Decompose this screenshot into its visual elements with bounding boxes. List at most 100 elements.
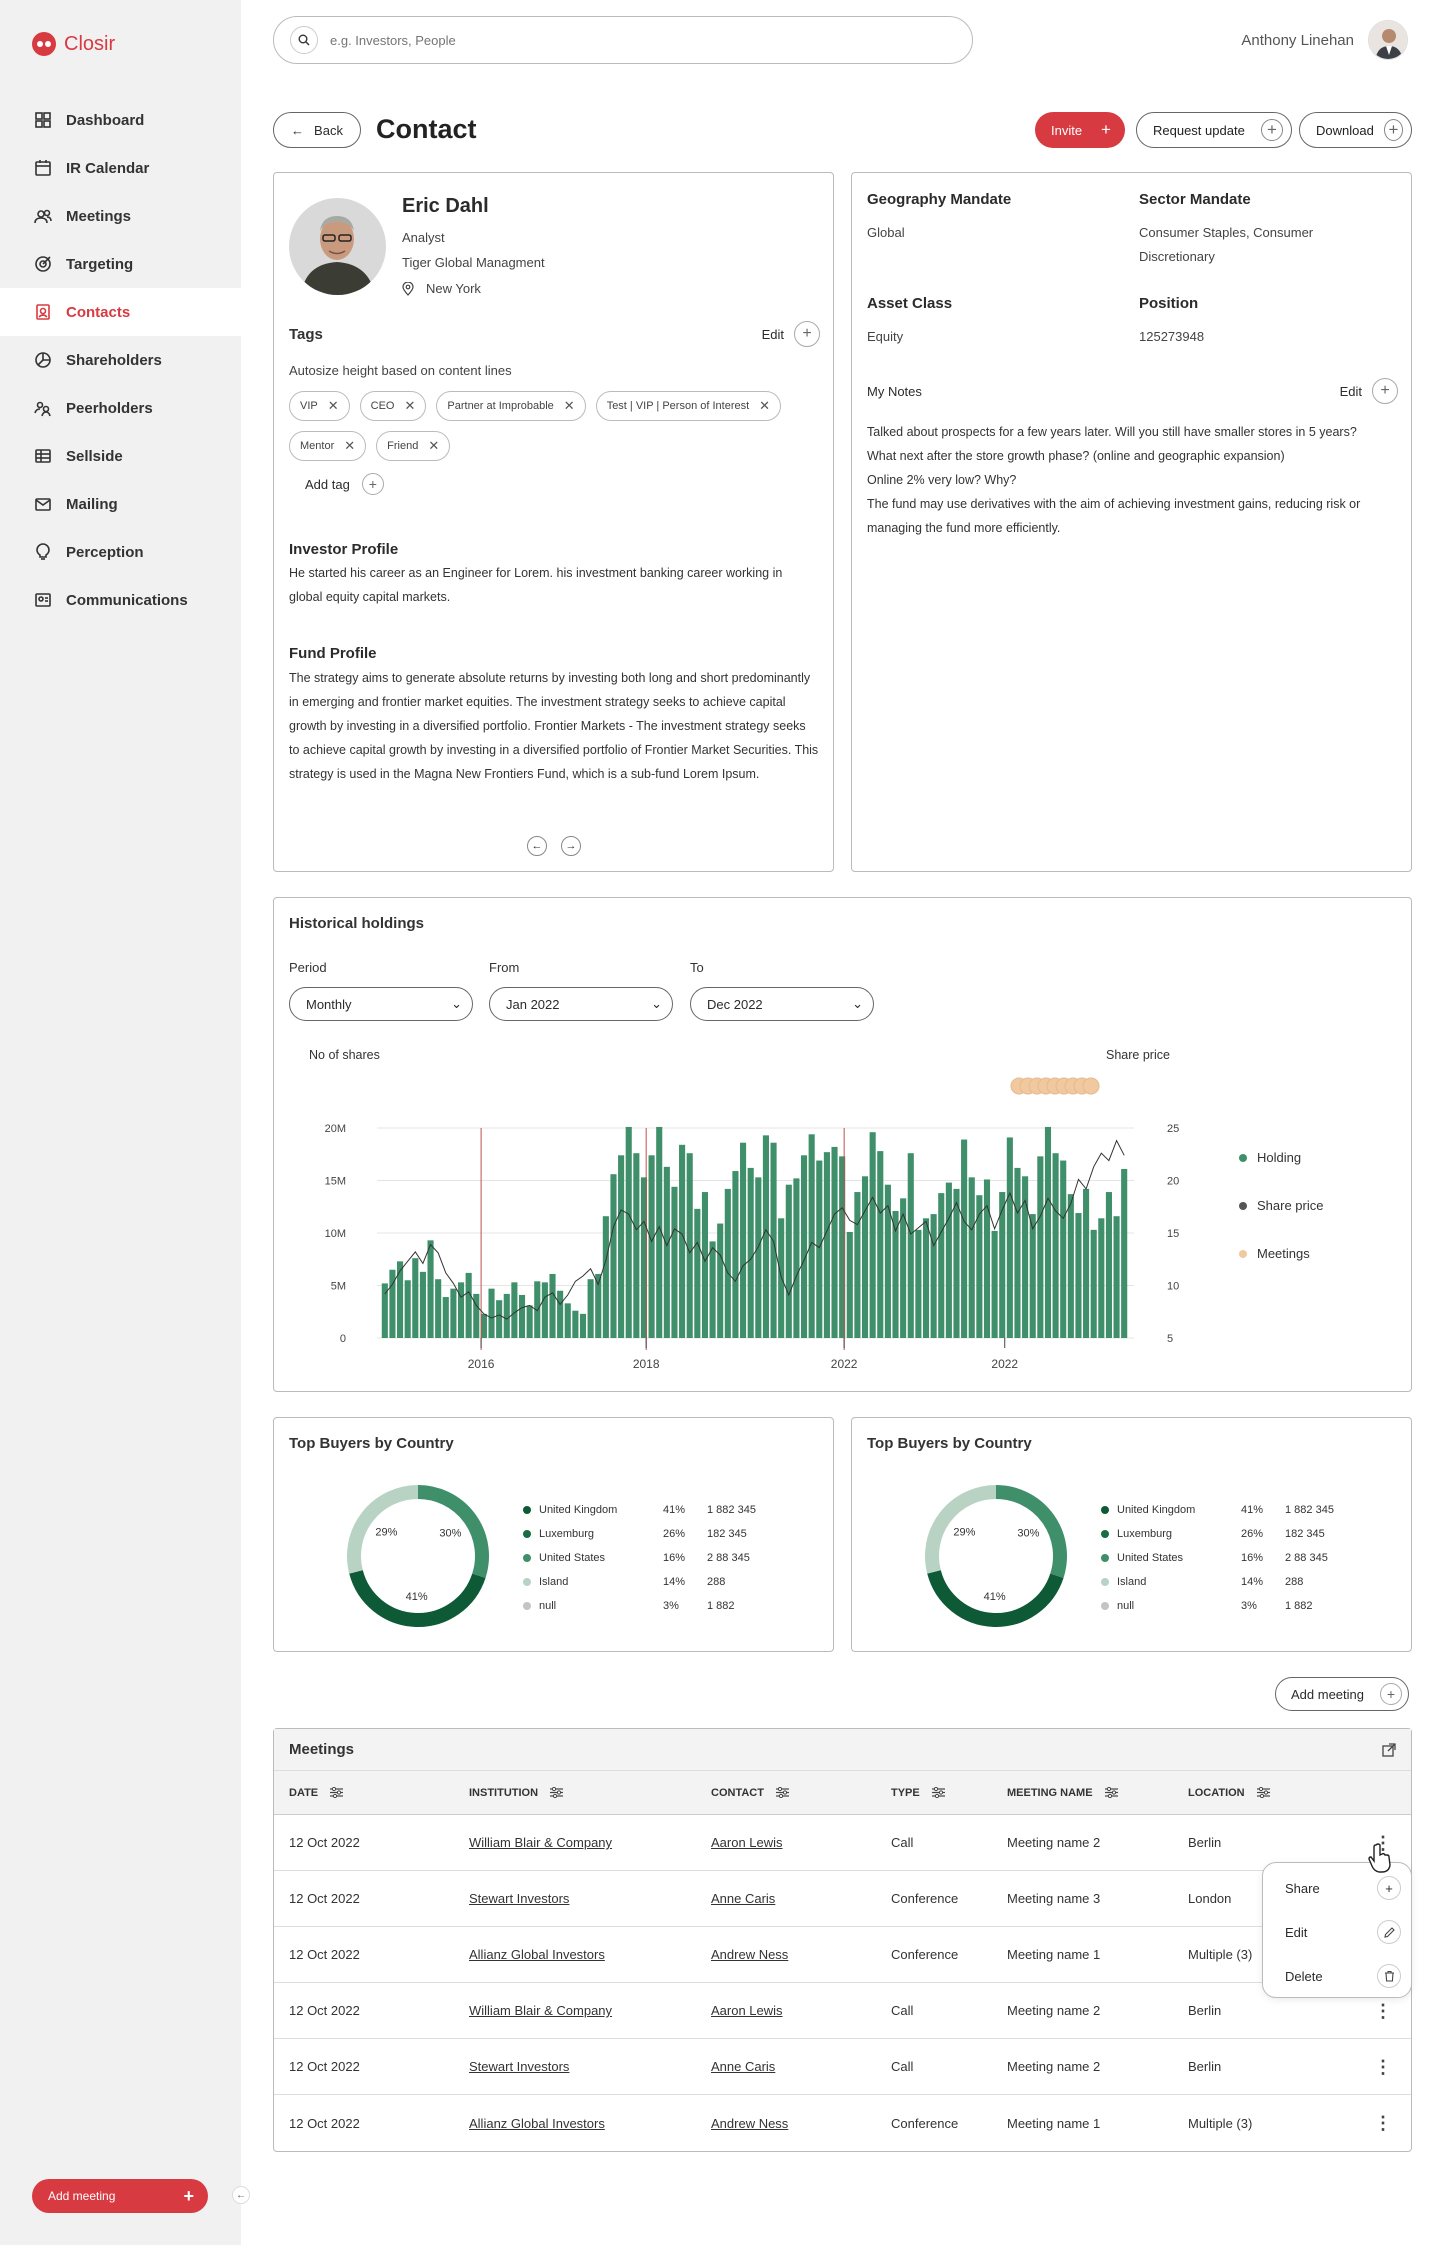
filter-icon[interactable]: [1104, 1787, 1118, 1798]
column-header-meeting-name[interactable]: MEETING NAME: [1007, 1787, 1118, 1799]
app-logo[interactable]: Closir: [32, 32, 115, 56]
sidebar-item-communications[interactable]: Communications: [0, 576, 241, 624]
tag-chip[interactable]: Partner at Improbable ✕: [436, 391, 586, 421]
user-menu[interactable]: Anthony Linehan: [1241, 20, 1408, 60]
holding-bar: [861, 1176, 869, 1338]
filter-icon[interactable]: [330, 1787, 344, 1798]
sidebar-item-contacts[interactable]: Contacts: [0, 288, 241, 336]
menu-item-delete[interactable]: Delete: [1263, 1954, 1413, 1998]
menu-item-edit[interactable]: Edit: [1263, 1910, 1413, 1954]
row-menu-icon[interactable]: ⋮: [1374, 2000, 1392, 2021]
remove-tag-icon[interactable]: ✕: [563, 398, 575, 413]
search-bar[interactable]: [273, 16, 973, 64]
table-row[interactable]: 12 Oct 2022 Stewart Investors Anne Caris Ca…: [274, 2039, 1411, 2095]
tag-label: Friend: [387, 440, 419, 452]
prev-arrow-icon[interactable]: ←: [527, 836, 547, 856]
meetings-title: Meetings: [289, 1741, 355, 1758]
from-select[interactable]: Jan 2022 ⌄: [489, 987, 673, 1021]
plus-icon: +: [794, 321, 820, 347]
chevron-left-icon: ←: [236, 2189, 246, 2201]
row-contact-link[interactable]: Aaron Lewis: [711, 2003, 783, 2018]
holding-bar: [656, 1126, 663, 1338]
row-institution-link[interactable]: Stewart Investors: [469, 1891, 570, 1906]
column-header-label: LOCATION: [1188, 1786, 1245, 1799]
row-institution-link[interactable]: Stewart Investors: [469, 2059, 570, 2074]
row-institution-link[interactable]: William Blair & Company: [469, 1835, 613, 1850]
remove-tag-icon[interactable]: ✕: [327, 398, 339, 413]
remove-tag-icon[interactable]: ✕: [404, 398, 416, 413]
download-button[interactable]: Download +: [1299, 112, 1412, 148]
sidebar-item-meetings[interactable]: Meetings: [0, 192, 241, 240]
request-update-button[interactable]: Request update +: [1136, 112, 1292, 148]
table-row[interactable]: 12 Oct 2022 William Blair & Company Aaron …: [274, 1815, 1411, 1871]
period-select[interactable]: Monthly ⌄: [289, 987, 473, 1021]
column-header-contact[interactable]: CONTACT: [711, 1787, 789, 1799]
sidebar-item-ir-calendar[interactable]: IR Calendar: [0, 144, 241, 192]
row-institution-link[interactable]: Allianz Global Investors: [469, 1947, 605, 1962]
remove-tag-icon[interactable]: ✕: [344, 438, 356, 453]
buyers-title: Top Buyers by Country: [289, 1435, 454, 1452]
filter-icon[interactable]: [1256, 1787, 1270, 1798]
legend-row: United States 16% 2 88 345: [1101, 1546, 1361, 1570]
column-header-label: DATE: [289, 1786, 319, 1799]
sidebar-item-shareholders[interactable]: Shareholders: [0, 336, 241, 384]
row-menu-icon[interactable]: ⋮: [1374, 2056, 1392, 2077]
sidebar-item-dashboard[interactable]: Dashboard: [0, 96, 241, 144]
row-menu-icon[interactable]: ⋮: [1374, 2113, 1392, 2133]
plus-icon: +: [1372, 378, 1398, 404]
row-contact-link[interactable]: Aaron Lewis: [711, 1835, 783, 1850]
donut-slice-label: 41%: [406, 1591, 428, 1603]
row-contact-link[interactable]: Andrew Ness: [711, 1947, 789, 1962]
sidebar-item-peerholders[interactable]: Peerholders: [0, 384, 241, 432]
add-tag-button[interactable]: Add tag +: [289, 473, 384, 495]
donut-slice-label: 41%: [984, 1591, 1006, 1603]
sidebar-add-meeting-button[interactable]: Add meeting +: [32, 2179, 208, 2213]
row-contact-link[interactable]: Anne Caris: [711, 2059, 776, 2074]
tag-chip[interactable]: VIP ✕: [289, 391, 350, 421]
table-row[interactable]: 12 Oct 2022 Allianz Global Investors Andre…: [274, 2095, 1411, 2151]
collapse-sidebar-button[interactable]: ←: [232, 2186, 250, 2204]
tag-chip[interactable]: Mentor ✕: [289, 431, 367, 461]
menu-item-share[interactable]: Share +: [1263, 1866, 1413, 1910]
asset-class-value: Equity: [867, 329, 904, 344]
legend-dot-icon: [523, 1578, 531, 1586]
column-header-institution[interactable]: INSTITUTION: [469, 1787, 564, 1799]
table-row[interactable]: 12 Oct 2022 Stewart Investors Anne Caris Co…: [274, 1871, 1411, 1927]
back-button[interactable]: ← Back: [273, 112, 361, 148]
tag-chip[interactable]: Friend ✕: [376, 431, 451, 461]
column-header-date[interactable]: DATE: [289, 1786, 344, 1799]
country-value: 2 88 345: [1285, 1552, 1328, 1564]
sidebar-item-label: Shareholders: [66, 351, 162, 369]
row-institution-link[interactable]: William Blair & Company: [469, 2003, 613, 2018]
add-meeting-button[interactable]: Add meeting +: [1275, 1677, 1409, 1711]
row-contact-link[interactable]: Andrew Ness: [711, 2115, 789, 2131]
tag-chip[interactable]: Test | VIP | Person of Interest ✕: [595, 391, 782, 421]
invite-button[interactable]: Invite +: [1035, 112, 1125, 148]
search-input[interactable]: [330, 32, 930, 48]
notes-edit-button[interactable]: Edit +: [1340, 378, 1398, 404]
column-header-type[interactable]: TYPE: [891, 1787, 945, 1799]
sidebar-item-mailing[interactable]: Mailing: [0, 480, 241, 528]
sidebar-item-targeting[interactable]: Targeting: [0, 240, 241, 288]
remove-tag-icon[interactable]: ✕: [759, 398, 771, 413]
tag-chip[interactable]: CEO ✕: [359, 391, 427, 421]
filter-icon[interactable]: [550, 1787, 564, 1798]
sidebar-item-sellside[interactable]: Sellside: [0, 432, 241, 480]
row-type: Conference: [891, 1891, 959, 1906]
next-arrow-icon[interactable]: →: [561, 836, 581, 856]
tags-edit-button[interactable]: Edit +: [762, 321, 820, 347]
external-link-icon[interactable]: [1382, 1742, 1396, 1757]
column-header-location[interactable]: LOCATION: [1188, 1787, 1270, 1799]
holding-bar: [717, 1223, 724, 1338]
to-select[interactable]: Dec 2022 ⌄: [690, 987, 874, 1021]
sidebar-item-perception[interactable]: Perception: [0, 528, 241, 576]
remove-tag-icon[interactable]: ✕: [428, 438, 440, 453]
table-row[interactable]: 12 Oct 2022 Allianz Global Investors Andre…: [274, 1927, 1411, 1983]
row-contact-link[interactable]: Anne Caris: [711, 1891, 776, 1906]
table-row[interactable]: 12 Oct 2022 William Blair & Company Aaron …: [274, 1983, 1411, 2039]
filter-icon[interactable]: [931, 1787, 945, 1798]
filter-icon[interactable]: [775, 1787, 789, 1798]
contact-avatar: [289, 198, 386, 295]
row-institution-link[interactable]: Allianz Global Investors: [469, 2115, 605, 2131]
country-value: 2 88 345: [707, 1552, 750, 1564]
